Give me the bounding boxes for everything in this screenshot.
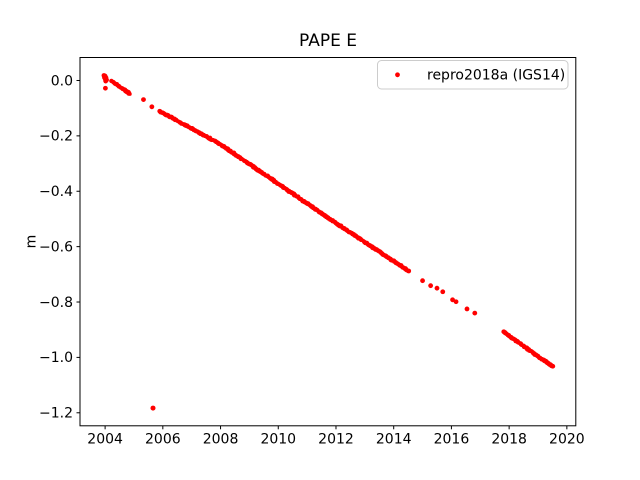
scatter-point xyxy=(440,289,446,295)
scatter-point xyxy=(149,104,155,110)
y-tick-label: 0.0 xyxy=(51,73,73,89)
y-tick-label: −0.8 xyxy=(39,295,73,311)
x-tick-label: 2016 xyxy=(434,431,470,447)
x-tick-label: 2014 xyxy=(376,431,412,447)
scatter-points-layer xyxy=(101,73,556,411)
x-tick-label: 2018 xyxy=(491,431,527,447)
x-tick-label: 2008 xyxy=(203,431,239,447)
scatter-point xyxy=(550,363,556,369)
scatter-point xyxy=(150,405,156,411)
x-tick-label: 2020 xyxy=(549,431,585,447)
scatter-point xyxy=(104,77,109,83)
x-tick-label: 2004 xyxy=(87,431,123,447)
scatter-point xyxy=(428,283,434,289)
plot-title: PAPE E xyxy=(299,31,357,51)
x-tick-label: 2006 xyxy=(145,431,181,447)
y-tick-label: −1.0 xyxy=(39,350,73,366)
scatter-point xyxy=(141,97,146,102)
scatter-point xyxy=(420,278,425,284)
y-tick-label: −0.2 xyxy=(39,129,73,145)
ticks-layer: 2004 2006 2008 2010 2012 2014 2016 2018 2020 0.0 −… xyxy=(39,73,585,447)
y-axis-label: m xyxy=(24,235,40,249)
y-tick-label: −0.6 xyxy=(39,239,73,255)
scatter-point xyxy=(464,306,470,312)
legend-marker-icon xyxy=(395,72,400,78)
legend-label: repro2018a (IGS14) xyxy=(427,68,565,84)
scatter-point xyxy=(127,92,132,96)
legend-box xyxy=(377,60,569,90)
x-tick-label: 2012 xyxy=(318,431,354,447)
scatter-point xyxy=(472,310,478,316)
scatter-point xyxy=(434,285,440,291)
y-tick-label: −1.2 xyxy=(39,406,73,422)
y-tick-label: −0.4 xyxy=(39,184,73,200)
axes-frame xyxy=(79,57,577,427)
scatter-point xyxy=(453,299,459,305)
scatter-point xyxy=(103,85,108,91)
legend: repro2018a (IGS14) xyxy=(377,60,569,90)
scatter-point xyxy=(406,268,412,274)
x-tick-label: 2010 xyxy=(260,431,296,447)
